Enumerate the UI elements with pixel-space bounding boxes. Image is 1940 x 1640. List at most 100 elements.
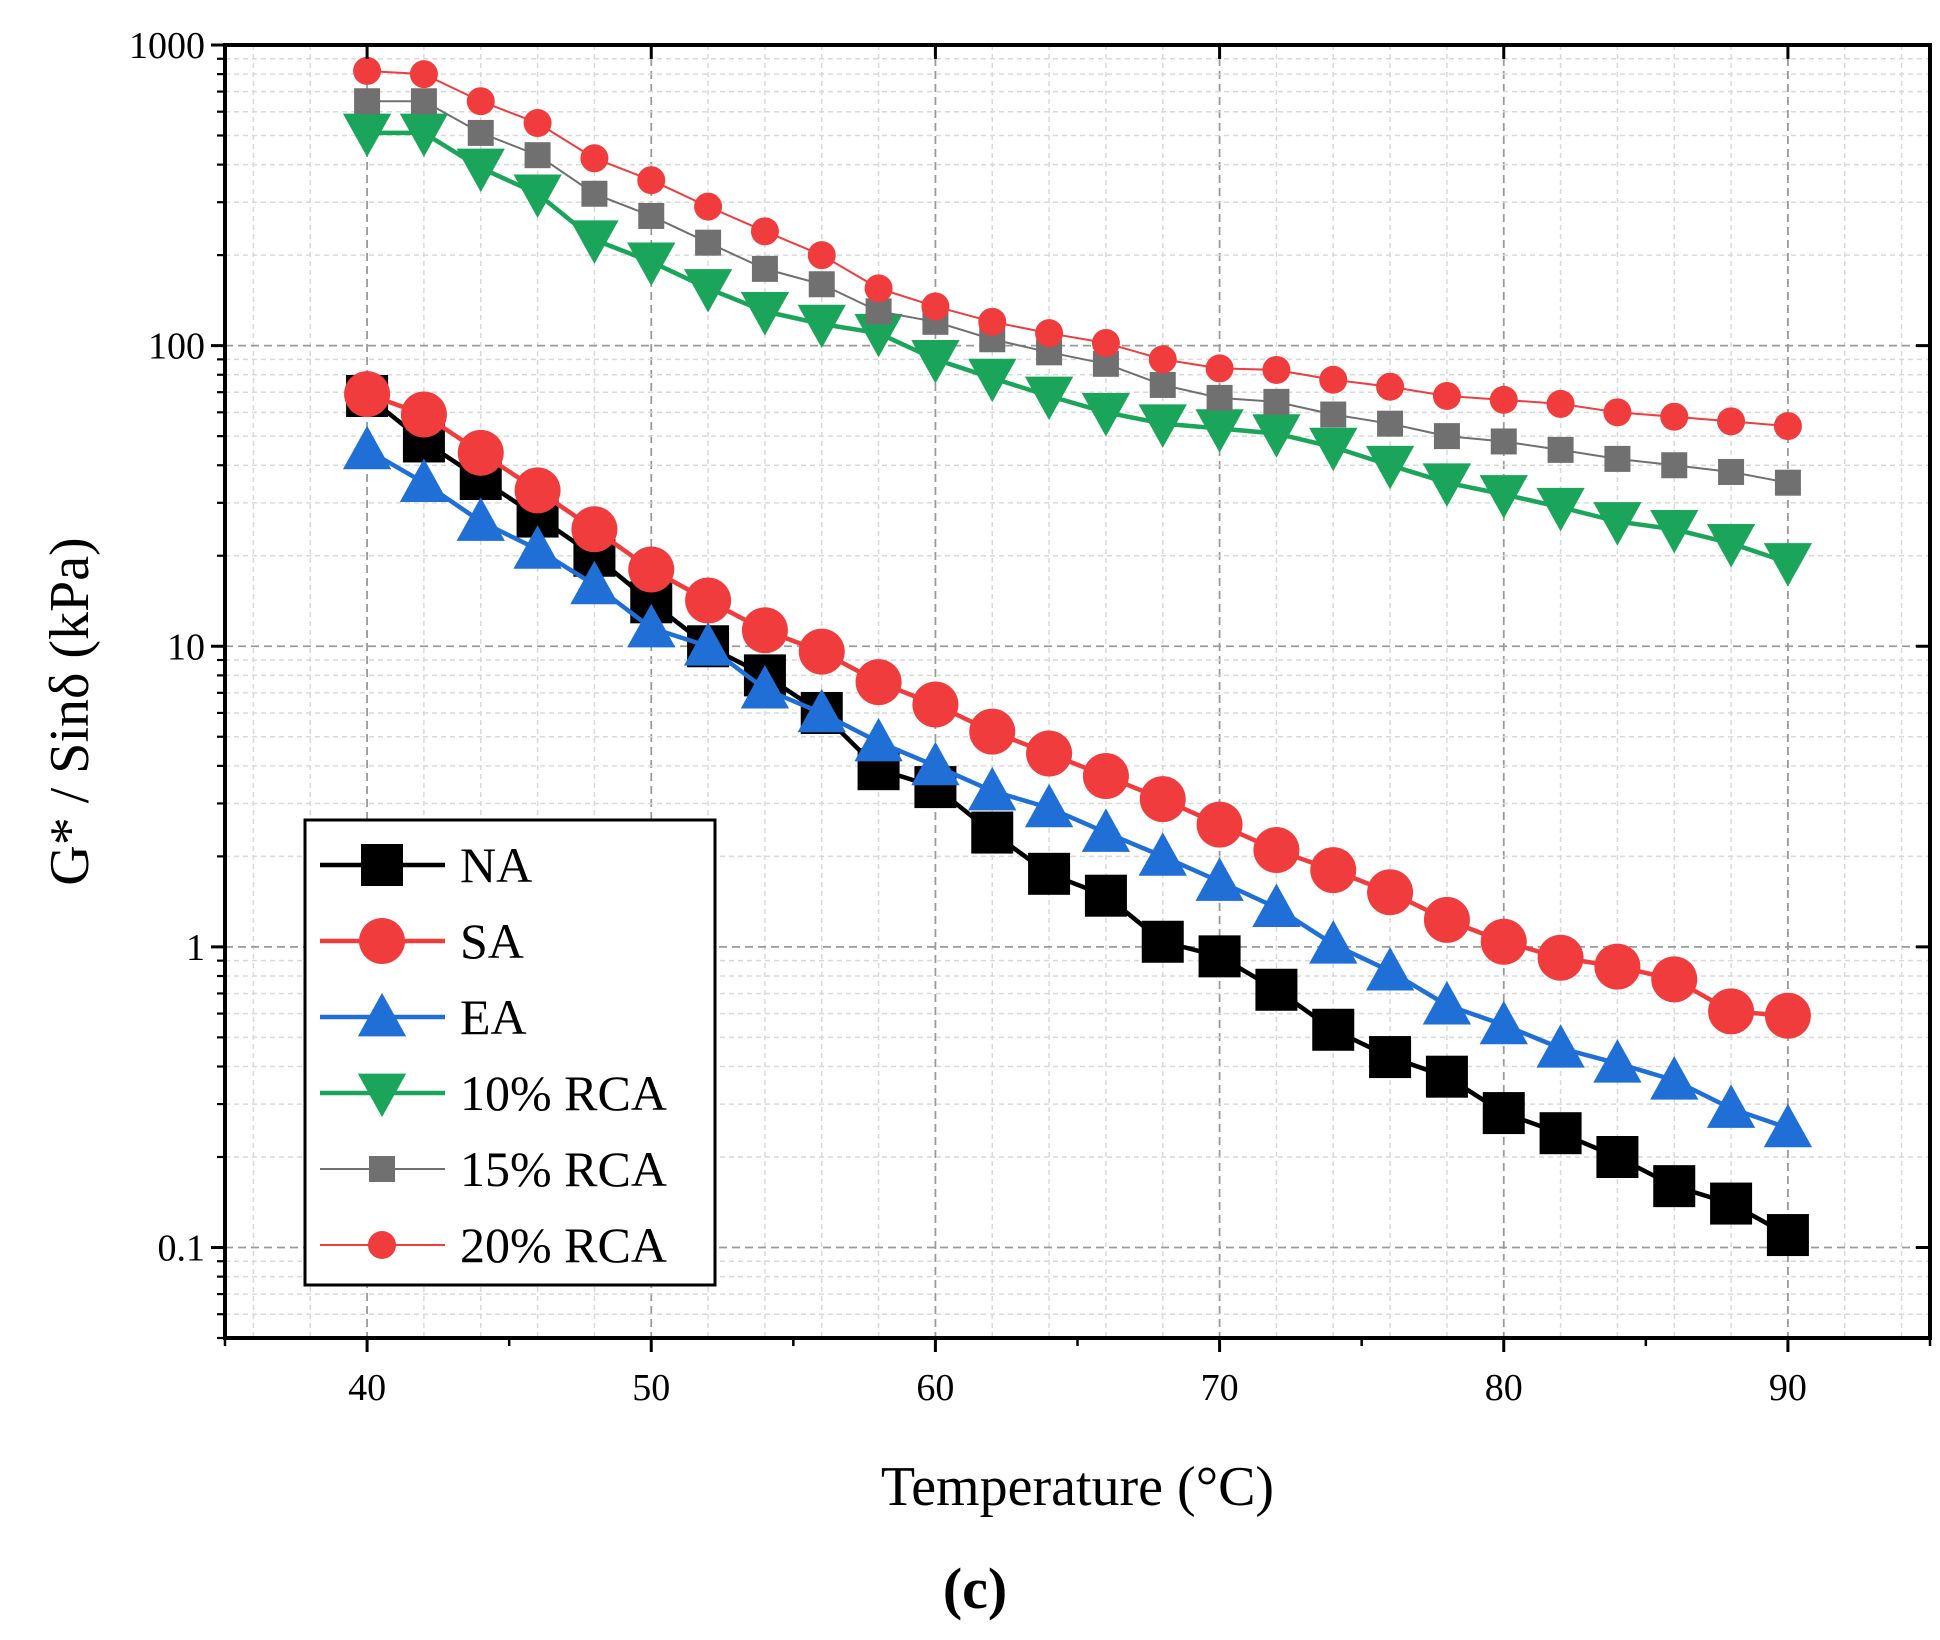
- data-point: [571, 506, 618, 553]
- x-tick-label: 50: [632, 1367, 670, 1409]
- data-point: [1537, 934, 1584, 981]
- data-point: [854, 313, 903, 358]
- data-point: [740, 664, 790, 709]
- data-point: [354, 88, 381, 115]
- x-tick-label: 80: [1485, 1367, 1523, 1409]
- data-point: [1480, 918, 1527, 965]
- legend-entry: 20% RCA: [320, 1217, 667, 1273]
- data-point: [1253, 827, 1300, 874]
- data-point: [400, 391, 447, 438]
- series-15-rca: [354, 88, 1801, 496]
- data-point: [1539, 1112, 1582, 1155]
- data-point: [1536, 487, 1585, 532]
- data-point: [1661, 452, 1688, 479]
- legend-marker: [369, 1156, 395, 1182]
- data-point: [1367, 869, 1414, 916]
- data-point: [864, 274, 893, 303]
- data-point: [1706, 523, 1756, 568]
- legend-marker: [361, 844, 403, 886]
- data-point: [1084, 874, 1127, 917]
- data-point: [638, 202, 665, 229]
- data-point: [798, 628, 845, 675]
- data-point: [1773, 412, 1802, 441]
- data-point: [1763, 543, 1813, 587]
- data-point: [1205, 354, 1234, 383]
- series-sa: [344, 371, 1811, 1039]
- data-point: [865, 298, 892, 325]
- data-point: [1547, 436, 1574, 463]
- legend-marker: [357, 992, 407, 1037]
- data-point: [1028, 852, 1071, 895]
- data-point: [456, 148, 505, 193]
- data-point: [410, 88, 437, 115]
- y-tick-label: 0.1: [158, 1228, 206, 1270]
- data-point: [1365, 445, 1415, 490]
- legend-box: [303, 818, 717, 1287]
- data-point: [1024, 783, 1074, 828]
- data-point: [1262, 355, 1291, 384]
- data-point: [1024, 376, 1074, 421]
- legend-entry: EA: [320, 989, 527, 1045]
- legend-label: 10% RCA: [460, 1065, 667, 1121]
- axis-ticks: [211, 43, 1932, 1352]
- data-point: [1593, 1039, 1642, 1083]
- data-point: [1422, 463, 1472, 507]
- data-point: [1320, 401, 1347, 428]
- data-point: [695, 229, 722, 256]
- data-point: [1091, 329, 1120, 358]
- series-line: [367, 100, 1789, 484]
- legend-entry: 10% RCA: [320, 1065, 667, 1121]
- data-point: [1141, 920, 1184, 963]
- series-10-rca: [342, 113, 1813, 587]
- data-point: [399, 458, 449, 503]
- legend-label: SA: [460, 913, 524, 969]
- y-tick-label: 100: [148, 326, 205, 368]
- data-point: [1604, 445, 1631, 472]
- data-point: [570, 560, 619, 605]
- data-point: [1422, 980, 1472, 1025]
- data-point: [797, 688, 846, 733]
- data-point: [1660, 402, 1689, 431]
- data-point: [1195, 409, 1244, 453]
- data-point: [1149, 371, 1176, 398]
- data-point: [1708, 988, 1755, 1035]
- data-point: [1319, 365, 1348, 394]
- x-tick-label: 60: [916, 1367, 954, 1409]
- data-point: [1082, 753, 1129, 800]
- data-point: [1596, 1136, 1639, 1179]
- data-point: [1198, 935, 1241, 978]
- data-point: [807, 241, 836, 270]
- data-point: [1706, 1084, 1756, 1128]
- y-axis-title: G* / Sinδ (kPa): [39, 537, 101, 885]
- x-tick-label: 40: [348, 1367, 386, 1409]
- data-point: [1252, 414, 1301, 458]
- data-point: [1138, 832, 1187, 876]
- x-tick-label: 90: [1769, 1367, 1807, 1409]
- data-point: [1651, 956, 1698, 1003]
- data-point: [1433, 423, 1460, 450]
- data-point: [1148, 345, 1177, 374]
- data-point: [399, 113, 449, 158]
- data-point: [741, 607, 788, 654]
- data-point: [1546, 389, 1575, 418]
- data-point: [1309, 920, 1358, 964]
- data-point: [1255, 968, 1298, 1011]
- data-point: [911, 340, 960, 384]
- x-axis-title: Temperature (°C): [881, 1456, 1274, 1518]
- data-point: [1594, 943, 1641, 990]
- data-point: [1206, 384, 1233, 411]
- data-point: [1310, 847, 1357, 894]
- data-point: [1377, 410, 1404, 437]
- data-point: [1312, 1008, 1355, 1051]
- data-point: [628, 546, 675, 593]
- data-point: [968, 358, 1017, 403]
- data-point: [627, 603, 676, 648]
- legend-marker: [357, 1073, 407, 1118]
- tick-labels: 40 50 60 70 80 90 0.1 1 10 100 1000: [129, 25, 1807, 1409]
- data-point: [1718, 458, 1745, 485]
- legend-entry: NA: [320, 837, 532, 893]
- data-point: [751, 255, 778, 282]
- data-point: [1138, 404, 1187, 448]
- data-point: [1081, 392, 1131, 437]
